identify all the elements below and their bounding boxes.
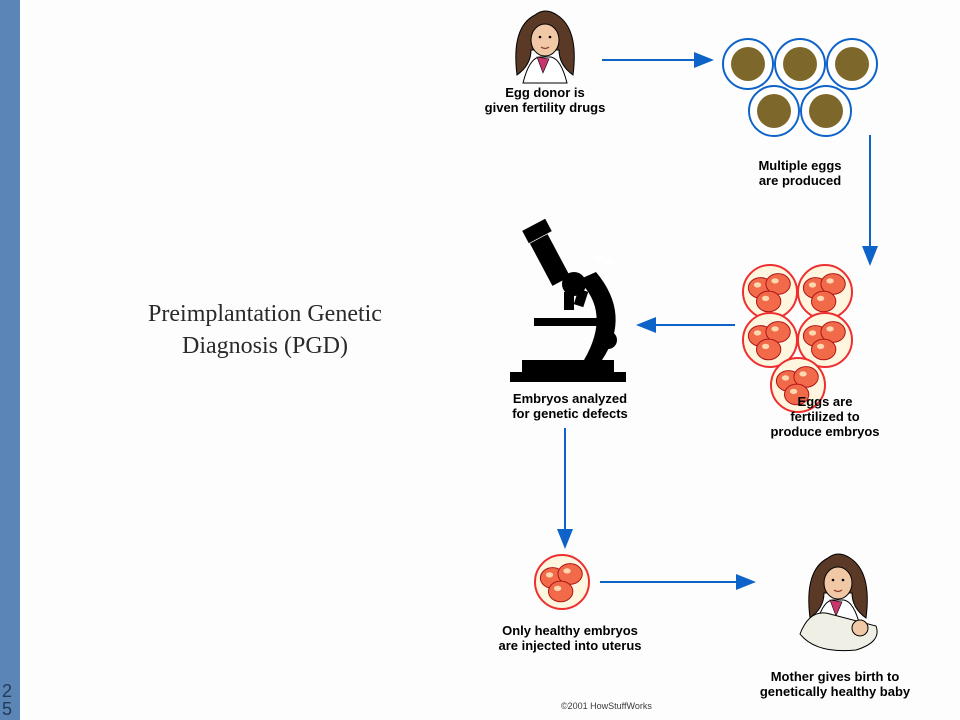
caption-step-microscope: Embryos analyzedfor genetic defects	[485, 392, 655, 422]
donor-icon	[516, 11, 574, 83]
eggs-cluster-icon	[723, 39, 877, 136]
single-embryo-icon	[535, 555, 589, 609]
caption-step-fertilized: Eggs arefertilized toproduce embryos	[745, 395, 905, 440]
slide: 2 5 Preimplantation Genetic Diagnosis (P…	[0, 0, 960, 720]
mother-baby-icon	[800, 554, 877, 651]
caption-step-eggs: Multiple eggsare produced	[725, 159, 875, 189]
caption-step-birth: Mother gives birth togenetically healthy…	[740, 670, 930, 700]
embryos-cluster-icon	[743, 265, 852, 412]
microscope-icon	[510, 219, 626, 382]
caption-step-inject: Only healthy embryosare injected into ut…	[475, 624, 665, 654]
copyright-text: ©2001 HowStuffWorks	[561, 701, 652, 711]
caption-step-donor: Egg donor isgiven fertility drugs	[470, 86, 620, 116]
